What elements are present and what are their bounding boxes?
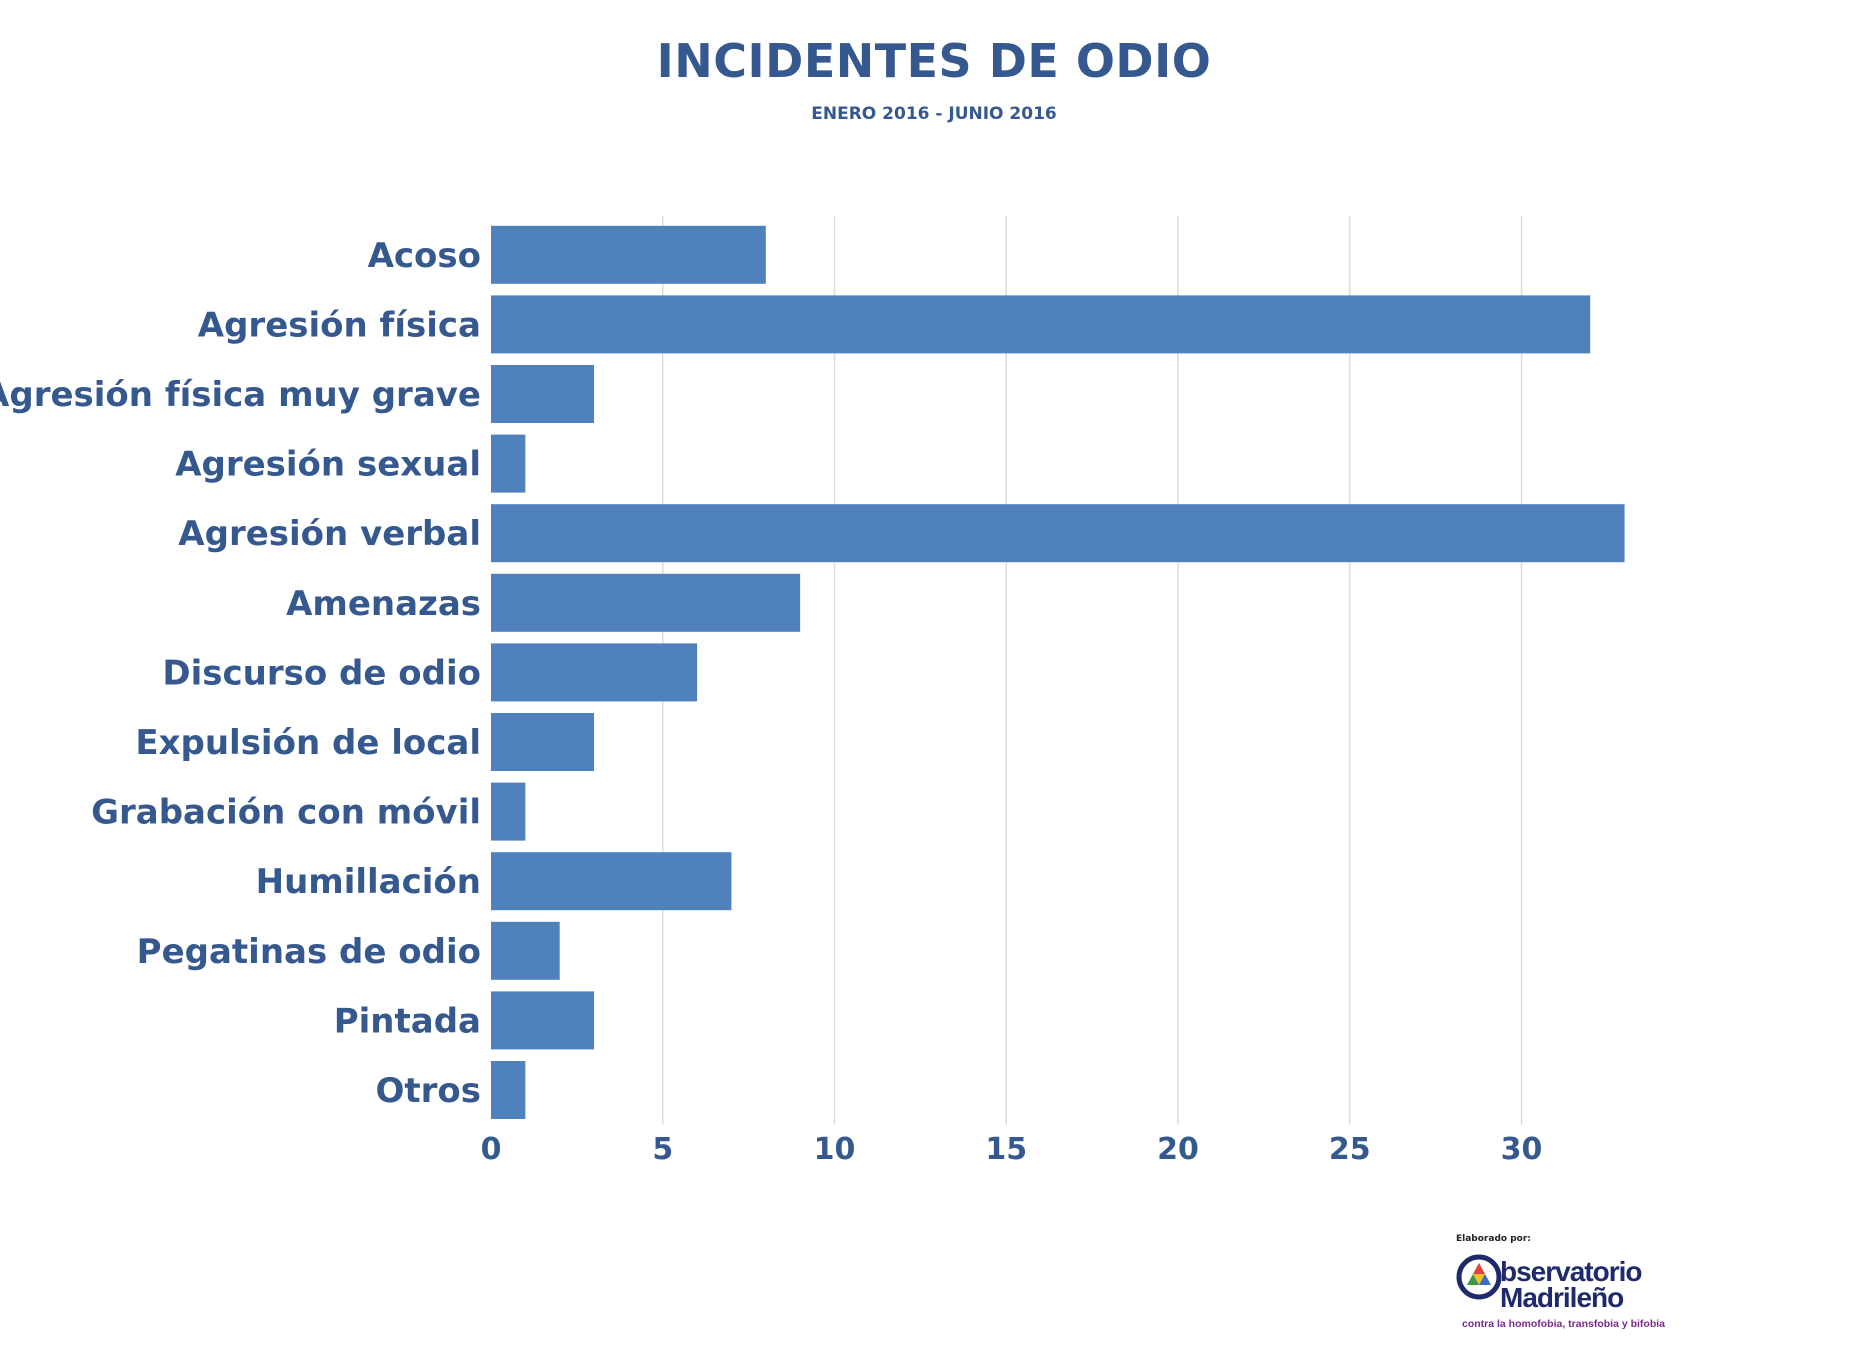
credit-label: Elaborado por: (1456, 1234, 1531, 1244)
category-label: Agresión física muy grave (0, 375, 481, 415)
x-tick-label: 25 (1329, 1132, 1371, 1167)
bar (491, 852, 732, 911)
bar (491, 921, 560, 980)
x-tick-label: 20 (1157, 1132, 1199, 1167)
category-label: Expulsión de local (135, 723, 481, 763)
bar (491, 991, 595, 1050)
x-tick-label: 30 (1501, 1132, 1543, 1167)
x-tick-label: 10 (814, 1132, 856, 1167)
x-tick-label: 15 (985, 1132, 1027, 1167)
bar (491, 504, 1625, 563)
category-label: Grabación con móvil (91, 793, 481, 833)
category-label: Otros (375, 1071, 481, 1111)
category-labels: Acoso Agresión física Agresión física muy … (0, 236, 481, 1111)
bars (491, 225, 1625, 1119)
category-label: Agresión sexual (175, 445, 481, 485)
chart-subtitle: ENERO 2016 - JUNIO 2016 (811, 104, 1057, 124)
logo-emblem-icon (1456, 1254, 1502, 1300)
bar (491, 1061, 526, 1119)
category-label: Agresión física (198, 305, 481, 345)
category-label: Pegatinas de odio (137, 932, 481, 972)
category-label: Agresión verbal (178, 514, 481, 554)
bar (491, 225, 766, 284)
logo-name-line2: Madrileño (1500, 1282, 1624, 1313)
chart-title: INCIDENTES DE ODIO (656, 34, 1212, 88)
category-label: Acoso (368, 236, 481, 276)
logo-name-line1: bservatorio (1500, 1256, 1642, 1287)
bar (491, 434, 526, 493)
bar (491, 573, 801, 632)
category-label: Amenazas (286, 584, 481, 624)
bar (491, 643, 698, 702)
bar (491, 782, 526, 841)
observatorio-logo: Elaborado por: bservatorio Madrileño con… (1456, 1234, 1676, 1344)
category-label: Humillación (256, 862, 481, 902)
bar (491, 365, 595, 423)
category-label: Pintada (334, 1001, 481, 1041)
logo-tagline: contra la homofobia, transfobia y bifobi… (1462, 1318, 1666, 1330)
category-label: Discurso de odio (162, 653, 481, 693)
x-tick-label: 5 (652, 1132, 673, 1167)
x-tick-label: 0 (481, 1132, 502, 1167)
bar (491, 713, 595, 771)
bar (491, 295, 1591, 354)
x-tick-labels: 0 5 10 15 20 25 30 (481, 1132, 1543, 1167)
